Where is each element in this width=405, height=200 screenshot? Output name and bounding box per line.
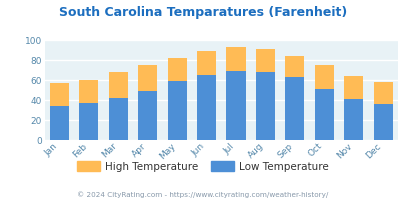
Legend: High Temperature, Low Temperature: High Temperature, Low Temperature [73, 157, 332, 176]
Bar [314, 65, 333, 89]
Bar [226, 71, 245, 140]
Bar [285, 77, 304, 140]
Bar [373, 104, 392, 140]
Bar [109, 98, 128, 140]
Bar [373, 82, 392, 104]
Text: © 2024 CityRating.com - https://www.cityrating.com/weather-history/: © 2024 CityRating.com - https://www.city… [77, 191, 328, 198]
Bar [343, 99, 362, 140]
Text: South Carolina Temparatures (Farenheit): South Carolina Temparatures (Farenheit) [59, 6, 346, 19]
Bar [255, 49, 274, 72]
Bar [285, 56, 304, 77]
Bar [314, 89, 333, 140]
Bar [79, 103, 98, 140]
Bar [109, 72, 128, 98]
Bar [50, 106, 69, 140]
Bar [138, 91, 157, 140]
Bar [196, 75, 215, 140]
Bar [255, 72, 274, 140]
Bar [196, 51, 215, 75]
Bar [50, 83, 69, 106]
Bar [167, 81, 186, 140]
Bar [138, 65, 157, 91]
Bar [343, 76, 362, 99]
Bar [79, 80, 98, 103]
Bar [226, 47, 245, 71]
Bar [167, 58, 186, 81]
